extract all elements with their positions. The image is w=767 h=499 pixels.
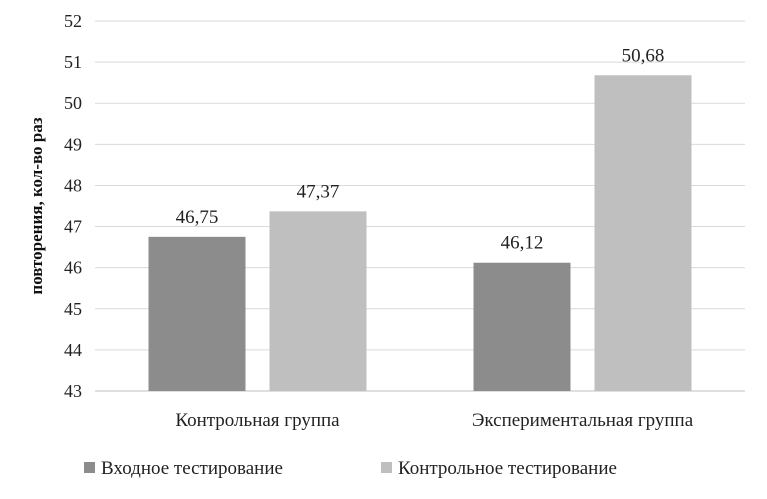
legend: Входное тестирование Контрольное тестиров… — [84, 458, 617, 479]
y-tick-label: 44 — [64, 340, 82, 360]
bar — [148, 236, 246, 391]
legend-swatch — [84, 462, 95, 473]
bar — [594, 75, 692, 392]
y-tick-label: 45 — [64, 299, 82, 319]
y-tick-label: 47 — [64, 217, 82, 237]
bar — [269, 211, 367, 391]
bar — [473, 262, 571, 391]
y-tick-label: 50 — [64, 93, 82, 113]
category-label: Контрольная группа — [175, 410, 340, 431]
bars — [148, 75, 692, 392]
data-label: 46,75 — [176, 207, 219, 228]
data-label: 47,37 — [297, 181, 340, 202]
y-tick-label: 49 — [64, 134, 82, 154]
data-label: 46,12 — [501, 233, 544, 254]
y-tick-label: 43 — [64, 381, 82, 401]
legend-label: Контрольное тестирование — [398, 458, 617, 479]
legend-label: Входное тестирование — [101, 458, 283, 479]
x-axis-categories: Контрольная группа Экспериментальная груп… — [175, 410, 693, 431]
y-tick-label: 46 — [64, 258, 82, 278]
y-tick-label: 48 — [64, 175, 82, 195]
y-axis-label: повторения, кол-во раз — [27, 117, 46, 294]
y-tick-label: 51 — [64, 52, 82, 72]
y-axis-ticks: 43 44 45 46 47 48 49 50 51 52 — [64, 11, 82, 401]
y-tick-label: 52 — [64, 11, 82, 31]
data-labels: 46,75 47,37 46,12 50,68 — [176, 45, 665, 253]
data-label: 50,68 — [622, 45, 665, 66]
legend-swatch — [381, 462, 392, 473]
category-label: Экспериментальная группа — [472, 410, 694, 431]
